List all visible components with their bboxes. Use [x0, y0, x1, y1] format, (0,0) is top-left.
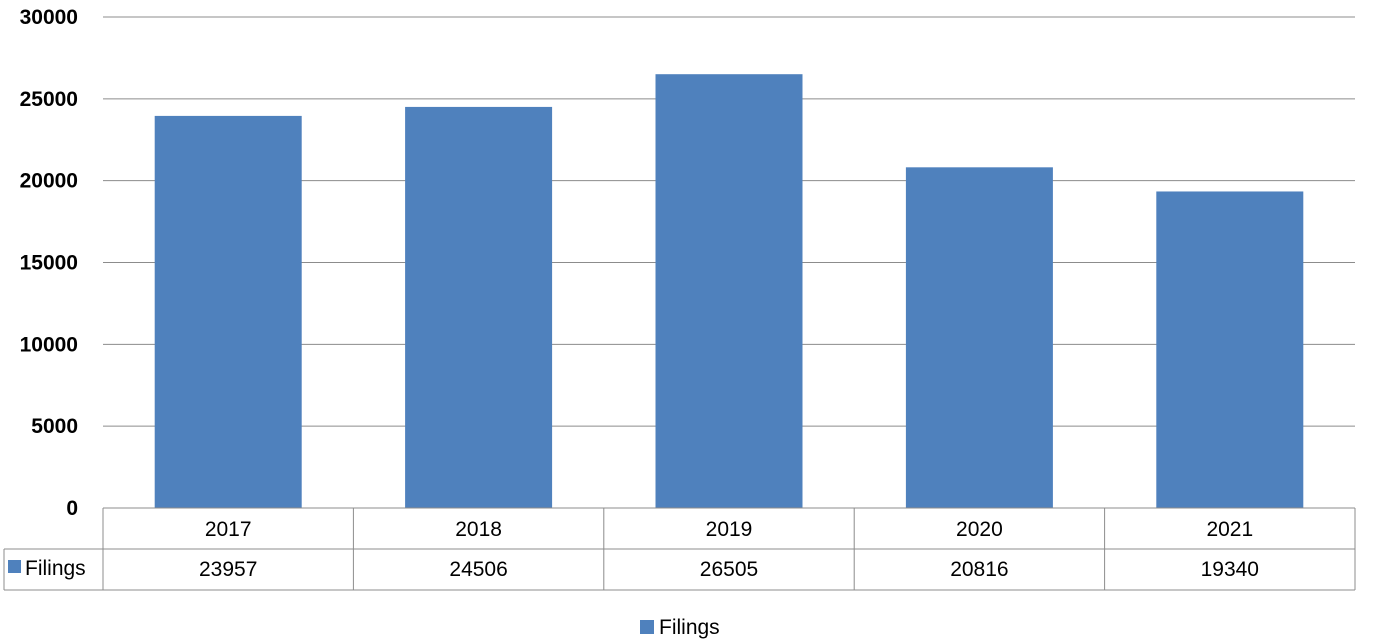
- data-value-2018: 24506: [449, 558, 507, 581]
- y-tick-label-20000: 20000: [20, 170, 78, 193]
- bar-2021: [1156, 191, 1304, 508]
- x-category-label-2021: 2021: [1206, 518, 1253, 541]
- data-table: 2017 2018 2019 2020 2021 Filings 23957 24506 2…: [3, 507, 1356, 591]
- y-tick-label-10000: 10000: [20, 333, 78, 356]
- data-table-series-label: Filings: [25, 557, 86, 580]
- data-value-2017: 23957: [199, 558, 257, 581]
- bars: [154, 74, 1304, 509]
- data-table-category-row: 2017 2018 2019 2020 2021: [205, 518, 1253, 541]
- data-table-value-row: Filings 23957 24506 26505 20816 19340: [8, 557, 1259, 581]
- data-table-legend-key: [8, 560, 21, 573]
- x-category-label-2017: 2017: [205, 518, 252, 541]
- y-tick-label-15000: 15000: [20, 252, 78, 275]
- y-tick-label-5000: 5000: [31, 415, 78, 438]
- bar-2018: [405, 106, 553, 509]
- y-tick-label-30000: 30000: [20, 6, 78, 29]
- data-value-2019: 26505: [700, 558, 758, 581]
- bar-2019: [655, 74, 803, 508]
- bar-2017: [154, 115, 302, 509]
- y-tick-label-25000: 25000: [20, 88, 78, 111]
- legend-label: Filings: [659, 616, 720, 639]
- legend: Filings: [640, 616, 720, 639]
- legend-swatch: [640, 620, 654, 634]
- y-tick-label-0: 0: [66, 497, 78, 520]
- x-category-label-2019: 2019: [706, 518, 753, 541]
- data-value-2020: 20816: [950, 558, 1008, 581]
- data-table-grid: [3, 507, 1356, 591]
- y-axis-tick-labels: 0 5000 10000 15000 20000 25000 30000: [20, 6, 78, 520]
- x-category-label-2020: 2020: [956, 518, 1003, 541]
- data-value-2021: 19340: [1201, 558, 1259, 581]
- x-category-label-2018: 2018: [455, 518, 502, 541]
- bar-2020: [905, 167, 1053, 508]
